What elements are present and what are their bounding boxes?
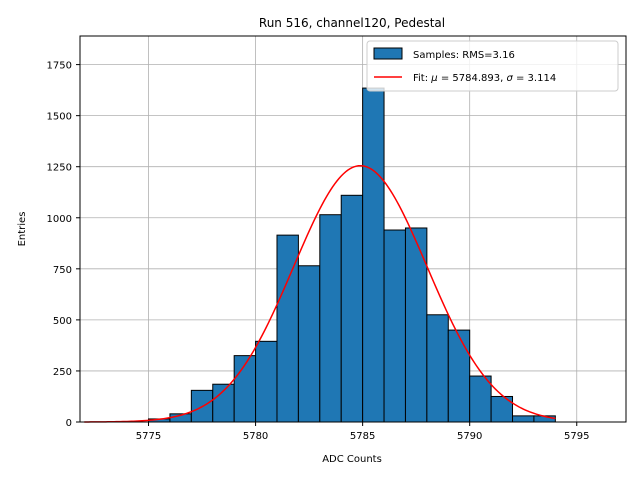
legend-histogram-swatch: [373, 47, 403, 60]
histogram-bar: [383, 229, 406, 423]
legend-fit-prefix: Fit:: [413, 73, 431, 84]
histogram-bar: [512, 415, 535, 423]
histogram-bar: [426, 314, 449, 423]
legend-fit-mu-value: = 5784.893,: [438, 73, 507, 84]
plot-frame: [79, 35, 627, 423]
x-tick-label: 5790: [457, 431, 482, 442]
legend-histogram-label: Samples: RMS=3.16: [413, 50, 515, 61]
legend-fit-sigma-value: = 3.114: [513, 73, 556, 84]
histogram-bars: [148, 87, 556, 423]
x-tick-label: 5775: [136, 431, 161, 442]
y-tick-label: 1500: [47, 112, 72, 123]
fit-curve-layer: [84, 164, 556, 423]
y-axis-ticks: 0 250 500 750 1000 1250 1500 1750: [47, 61, 80, 429]
y-tick-label: 250: [53, 367, 72, 378]
x-tick-label: 5785: [350, 431, 375, 442]
y-tick-label: 1000: [47, 214, 72, 225]
legend: Samples: RMS=3.16 Fit: μ = 5784.893, σ =…: [366, 40, 619, 92]
x-axis-ticks: 5775 5780 5785 5790 5795: [136, 422, 589, 442]
y-tick-label: 0: [66, 418, 72, 429]
y-tick-label: 750: [53, 265, 72, 276]
histogram-bar: [340, 194, 364, 423]
x-tick-label: 5780: [243, 431, 268, 442]
histogram-bar: [297, 265, 321, 423]
y-tick-label: 1750: [47, 61, 72, 72]
histogram-bar: [319, 214, 342, 423]
histogram-bar: [362, 87, 385, 423]
gaussian-fit-line: [84, 164, 556, 423]
histogram-bar: [469, 375, 492, 423]
x-tick-label: 5795: [564, 431, 589, 442]
y-axis-label: Entries: [17, 212, 28, 247]
legend-fit-sigma-symbol: σ: [506, 73, 513, 84]
histogram-bar: [255, 340, 278, 423]
legend-fit-mu-symbol: μ: [430, 73, 437, 84]
chart-title: Run 516, channel120, Pedestal: [259, 16, 445, 30]
histogram-bar: [447, 329, 471, 423]
legend-box: [366, 40, 619, 92]
y-tick-label: 500: [53, 316, 72, 327]
legend-fit-label: Fit: μ = 5784.893, σ = 3.114: [413, 73, 556, 84]
y-tick-label: 1250: [47, 163, 72, 174]
x-axis-label: ADC Counts: [322, 454, 382, 465]
